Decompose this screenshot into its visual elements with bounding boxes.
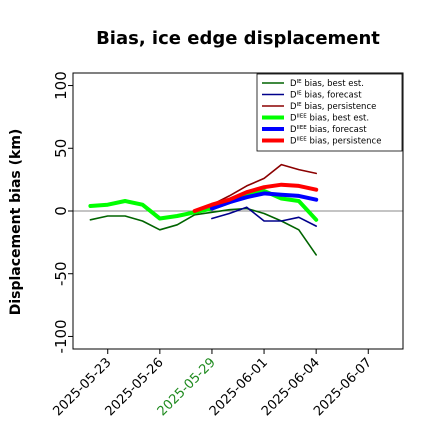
y-tick-label: 50 [52, 139, 70, 158]
legend-label: DIE bias, best est. [290, 79, 364, 89]
legend-box [256, 73, 403, 152]
series-line-5 [209, 191, 319, 211]
y-axis-label: Displacement bias (km) [8, 129, 24, 316]
legend-label: DIIEE bias, best est. [290, 114, 369, 124]
legend-label: DIIEE bias, forecast [290, 125, 367, 135]
series-line-6 [192, 182, 319, 213]
chart-title: Bias, ice edge displacement [96, 28, 380, 49]
series-line-1 [89, 207, 318, 256]
legend-label: DIE bias, persistence [290, 102, 376, 112]
y-tick-label: 100 [52, 71, 70, 100]
legend-label: DIIEE bias, persistence [290, 137, 381, 147]
legend: DIE bias, best est. DIE bias, forecastDIE… [256, 73, 403, 152]
y-tick-label: -100 [52, 319, 70, 353]
plot-area [73, 163, 403, 256]
y-tick-label: 0 [52, 206, 70, 216]
y-tick-label: -50 [52, 261, 70, 286]
series-line-4 [88, 188, 319, 222]
legend-label: DIE bias, forecast [290, 91, 362, 101]
series-line-2 [211, 206, 318, 227]
